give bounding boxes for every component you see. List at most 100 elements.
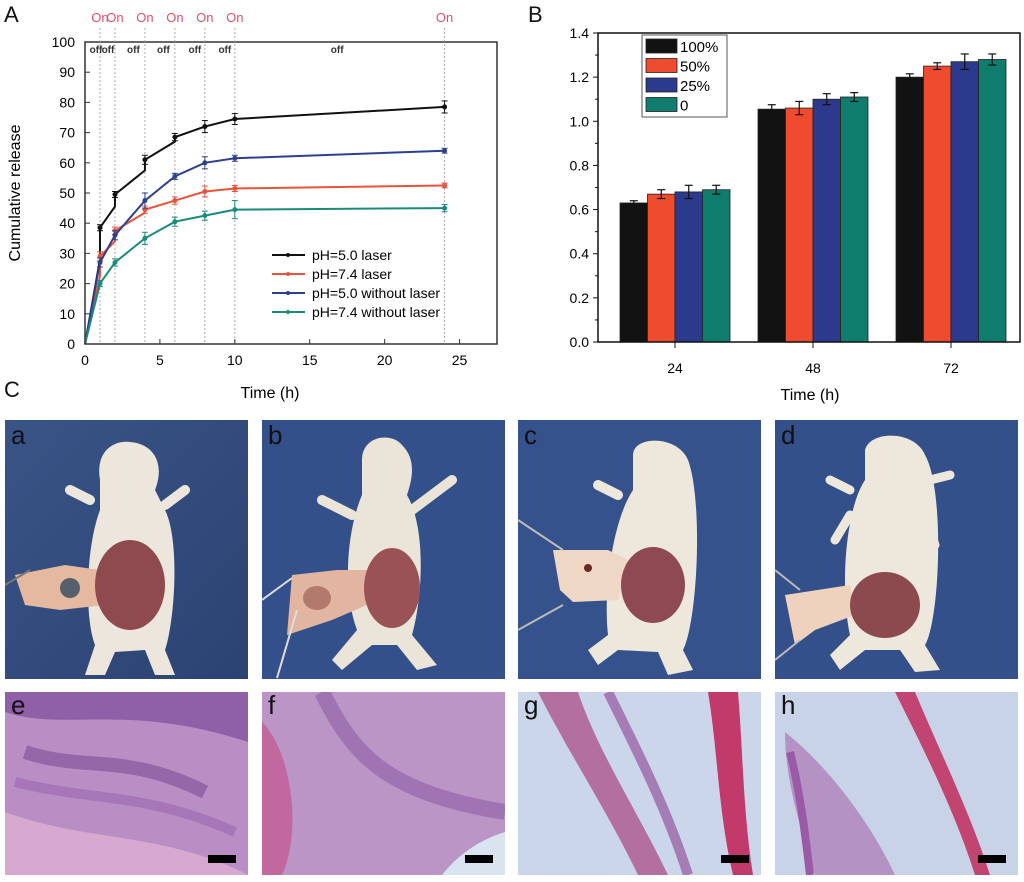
x-tick-label: 0	[81, 352, 89, 368]
histology-image	[775, 692, 1018, 875]
y-tick-label: 0.2	[570, 290, 590, 306]
y-tick-label: 20	[59, 276, 75, 292]
legend-marker	[286, 291, 290, 295]
mouse-photo	[262, 420, 505, 679]
x-tick-label: 25	[452, 352, 468, 368]
bar	[757, 108, 786, 343]
data-point	[172, 173, 178, 179]
y-tick-label: 80	[59, 94, 75, 110]
subpanel-label: f	[268, 692, 276, 720]
data-point	[97, 259, 103, 265]
bar	[978, 59, 1007, 343]
y-tick-label: 60	[59, 155, 75, 171]
subpanel-label: e	[11, 692, 26, 720]
data-point	[112, 192, 118, 198]
histology-image	[5, 692, 248, 875]
x-tick-label: 5	[156, 352, 164, 368]
data-point	[442, 182, 448, 188]
y-tick-label: 90	[59, 64, 75, 80]
data-point	[142, 235, 148, 241]
data-point	[172, 198, 178, 204]
photo-panel-a: a	[5, 420, 248, 679]
laser-on-label: On	[226, 10, 243, 25]
data-point	[232, 155, 238, 161]
chart-b-bar: 0.0 0.2 0.4 0.6 0.8 1.0 1.2 1.4 24 48 72 100% 50% 2…	[570, 25, 1021, 404]
laser-off-label: off	[157, 45, 170, 56]
x-tick-label: 72	[943, 360, 959, 376]
y-tick-label: 1.4	[570, 25, 590, 41]
y-tick-label: 0.0	[570, 334, 590, 350]
y-tick-label: 10	[59, 306, 75, 322]
data-point	[202, 160, 208, 166]
scale-bar	[208, 855, 236, 863]
scale-bar	[721, 855, 749, 863]
legend-label: 0	[680, 98, 688, 115]
y-axis-label: Cumulative release	[7, 124, 24, 261]
bar	[619, 202, 648, 343]
photo-panel-b: b	[262, 420, 505, 679]
laser-on-label: On	[136, 10, 153, 25]
photo-panel-c: c	[518, 420, 761, 679]
data-point	[442, 104, 448, 110]
legend-marker	[286, 310, 290, 314]
data-point	[112, 232, 118, 238]
laser-off-label: off	[331, 45, 344, 56]
panel-label-c: C	[4, 377, 20, 402]
laser-off-label: off	[102, 45, 115, 56]
laser-off-label: off	[127, 45, 140, 56]
data-point	[142, 198, 148, 204]
mouse-photo	[775, 420, 1018, 679]
y-tick-label: 30	[59, 245, 75, 261]
scale-bar	[978, 855, 1006, 863]
laser-off-label: off	[188, 45, 201, 56]
legend-swatch	[645, 77, 678, 93]
histology-panel-e: e	[5, 692, 248, 875]
laser-on-label: On	[166, 10, 183, 25]
x-axis-label: Time (h)	[781, 387, 840, 404]
panel-label-a: A	[4, 2, 19, 27]
legend-marker	[286, 272, 290, 276]
laser-on-label: On	[91, 10, 108, 25]
legend-swatch	[645, 97, 678, 112]
legend-label: 50%	[680, 59, 710, 76]
bar	[702, 189, 731, 343]
data-point	[232, 207, 238, 213]
histology-image	[262, 692, 505, 875]
bar	[840, 96, 869, 343]
x-tick-label: 20	[377, 352, 393, 368]
laser-off-label: off	[218, 45, 231, 56]
x-axis-label: Time (h)	[241, 385, 300, 402]
bar	[785, 107, 814, 343]
data-point	[142, 157, 148, 163]
data-point	[442, 205, 448, 211]
legend-marker	[286, 253, 290, 257]
y-tick-label: 70	[59, 125, 75, 141]
data-point	[232, 116, 238, 122]
legend-label: pH=7.4 laser	[312, 266, 392, 282]
laser-off-label: off	[90, 45, 103, 56]
data-point	[97, 225, 103, 231]
bar	[812, 98, 841, 343]
mouse-photo	[5, 420, 248, 679]
legend-label: pH=5.0 laser	[312, 247, 392, 263]
x-tick-label: 48	[805, 360, 821, 376]
mouse-photo	[518, 420, 761, 679]
bar	[647, 193, 676, 343]
panel-label-b: B	[528, 2, 543, 27]
y-tick-label: 50	[59, 185, 75, 201]
photo-panel-d: d	[775, 420, 1018, 679]
laser-on-label: On	[196, 10, 213, 25]
data-point	[97, 281, 103, 287]
data-point	[442, 148, 448, 154]
subpanel-label: b	[268, 420, 283, 450]
laser-on-label: On	[436, 10, 453, 25]
scale-bar	[465, 855, 493, 863]
y-tick-label: 100	[52, 34, 76, 50]
y-tick-label: 1.0	[570, 113, 590, 129]
legend-label: pH=5.0 without laser	[312, 285, 440, 301]
data-point	[202, 213, 208, 219]
legend-label: 100%	[680, 39, 718, 56]
histology-panel-g: g	[518, 692, 761, 875]
y-tick-label: 0.8	[570, 157, 590, 173]
